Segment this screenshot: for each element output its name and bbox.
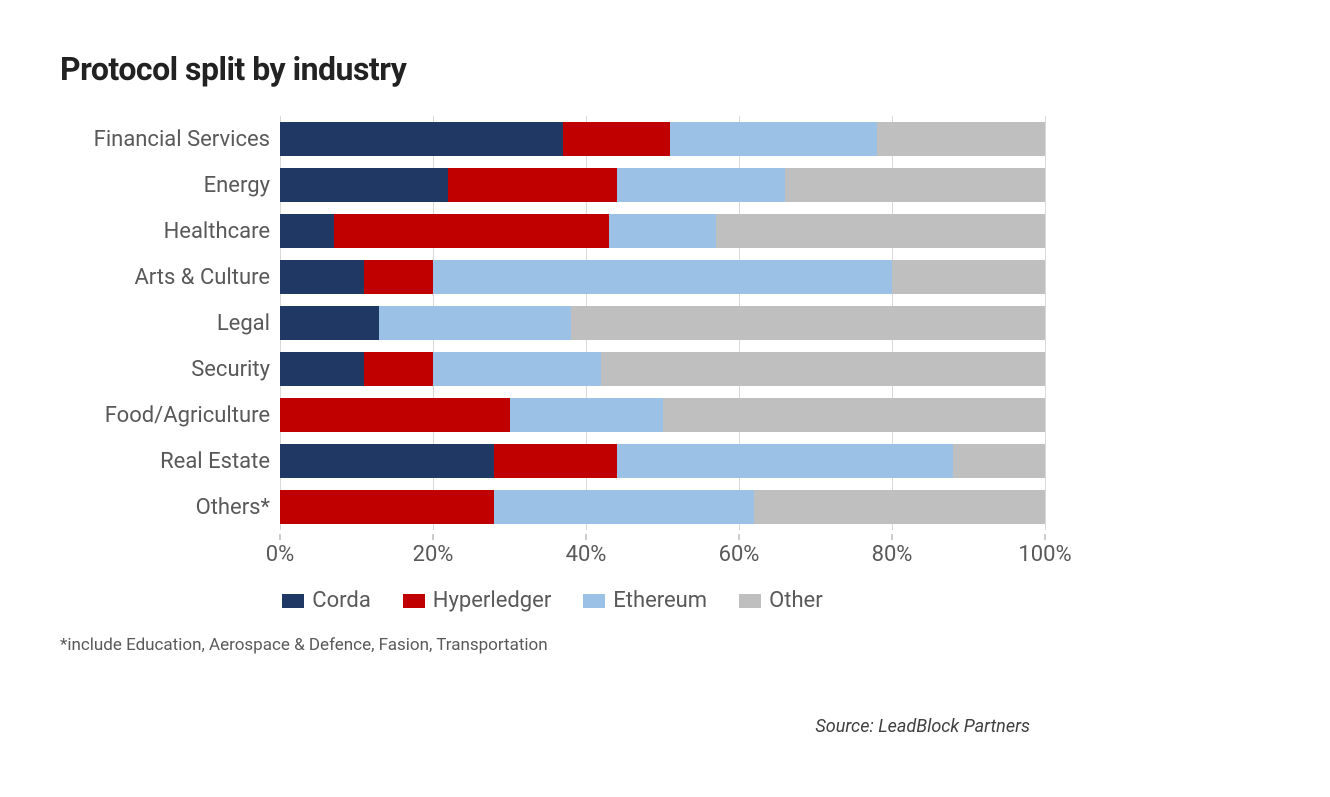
bar-segment-other [754, 490, 1045, 524]
category-label: Legal [60, 300, 280, 346]
bar-segment-corda [280, 306, 379, 340]
bar-segment-ethereum [617, 168, 785, 202]
tick-mark [586, 534, 587, 540]
bar-segment-other [877, 122, 1045, 156]
tick-label: 20% [413, 542, 454, 567]
tick-label: 40% [566, 542, 607, 567]
legend-swatch [739, 594, 761, 608]
chart-title: Protocol split by industry [60, 50, 1045, 88]
bar-stack [280, 214, 1045, 248]
legend-swatch [403, 594, 425, 608]
legend-item: Corda [282, 588, 371, 613]
bar-row [280, 392, 1045, 438]
category-labels-column: Financial ServicesEnergyHealthcareArts &… [60, 116, 280, 574]
bar-segment-corda [280, 214, 334, 248]
bar-segment-corda [280, 352, 364, 386]
bar-stack [280, 352, 1045, 386]
category-label: Others* [60, 484, 280, 530]
bar-stack [280, 398, 1045, 432]
legend-item: Ethereum [583, 588, 707, 613]
tick-label: 0% [266, 542, 294, 567]
bar-segment-ethereum [433, 260, 892, 294]
bar-segment-hyperledger [280, 398, 510, 432]
bar-segment-other [571, 306, 1045, 340]
bar-segment-hyperledger [364, 260, 433, 294]
bar-stack [280, 260, 1045, 294]
chart-container: Protocol split by industry Financial Ser… [60, 50, 1045, 655]
bar-segment-corda [280, 444, 494, 478]
bars-column: 0%20%40%60%80%100% [280, 116, 1045, 574]
bar-segment-other [785, 168, 1045, 202]
x-axis: 0%20%40%60%80%100% [280, 534, 1045, 574]
bar-row [280, 208, 1045, 254]
bar-row [280, 116, 1045, 162]
bar-segment-hyperledger [364, 352, 433, 386]
bar-row [280, 254, 1045, 300]
bar-segment-hyperledger [563, 122, 670, 156]
bar-row [280, 484, 1045, 530]
tick-label: 60% [719, 542, 760, 567]
plot-area: Financial ServicesEnergyHealthcareArts &… [60, 116, 1045, 574]
bar-segment-hyperledger [280, 490, 494, 524]
bar-segment-ethereum [379, 306, 570, 340]
bar-segment-ethereum [510, 398, 663, 432]
bar-segment-other [892, 260, 1045, 294]
category-label: Food/Agriculture [60, 392, 280, 438]
bar-segment-corda [280, 122, 563, 156]
bar-stack [280, 168, 1045, 202]
bar-segment-other [953, 444, 1045, 478]
bar-segment-ethereum [433, 352, 601, 386]
grid-line [1045, 116, 1046, 530]
bar-segment-ethereum [670, 122, 877, 156]
category-label: Security [60, 346, 280, 392]
bar-row [280, 162, 1045, 208]
category-label: Energy [60, 162, 280, 208]
tick-label: 100% [1018, 542, 1071, 567]
tick-mark [739, 534, 740, 540]
bar-segment-hyperledger [494, 444, 616, 478]
bar-segment-other [716, 214, 1045, 248]
bar-stack [280, 306, 1045, 340]
legend-swatch [282, 594, 304, 608]
tick-mark [892, 534, 893, 540]
bars-container [280, 116, 1045, 530]
bar-row [280, 438, 1045, 484]
tick-mark [433, 534, 434, 540]
legend: Corda Hyperledger Ethereum Other [60, 588, 1045, 613]
category-label: Healthcare [60, 208, 280, 254]
category-label: Financial Services [60, 116, 280, 162]
legend-swatch [583, 594, 605, 608]
legend-label: Ethereum [613, 588, 707, 613]
tick-mark [280, 534, 281, 540]
bar-stack [280, 122, 1045, 156]
bar-segment-ethereum [617, 444, 954, 478]
tick-mark [1045, 534, 1046, 540]
legend-label: Corda [312, 588, 371, 613]
category-label: Arts & Culture [60, 254, 280, 300]
bar-segment-other [601, 352, 1045, 386]
source-attribution: Source: LeadBlock Partners [815, 716, 1030, 737]
legend-label: Other [769, 588, 823, 613]
bar-segment-ethereum [609, 214, 716, 248]
bar-segment-corda [280, 260, 364, 294]
bar-stack [280, 490, 1045, 524]
legend-item: Hyperledger [403, 588, 551, 613]
bar-row [280, 346, 1045, 392]
bar-segment-hyperledger [448, 168, 616, 202]
bar-segment-hyperledger [334, 214, 609, 248]
bar-segment-ethereum [494, 490, 754, 524]
legend-label: Hyperledger [433, 588, 551, 613]
category-label: Real Estate [60, 438, 280, 484]
tick-label: 80% [872, 542, 913, 567]
bar-row [280, 300, 1045, 346]
bar-segment-other [663, 398, 1046, 432]
bar-segment-corda [280, 168, 448, 202]
legend-item: Other [739, 588, 823, 613]
footnote: *include Education, Aerospace & Defence,… [60, 635, 1045, 655]
bar-stack [280, 444, 1045, 478]
